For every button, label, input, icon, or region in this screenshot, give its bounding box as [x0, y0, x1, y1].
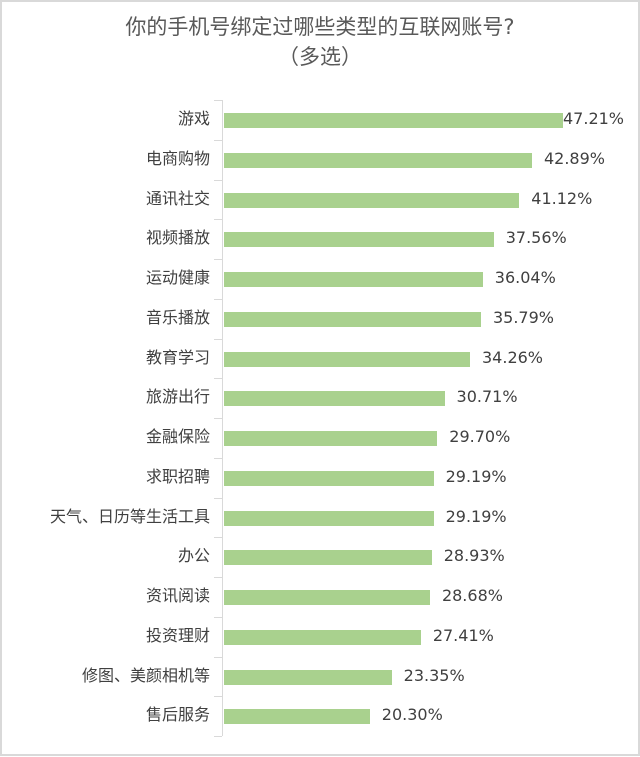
bar-row: 音乐播放 35.79% [0, 299, 640, 339]
category-label: 通讯社交 [145, 189, 210, 208]
value-label: 30.71% [456, 387, 518, 406]
value-label: 36.04% [494, 268, 556, 287]
bar [224, 709, 370, 724]
category-label: 求职招聘 [145, 467, 210, 486]
value-label: 41.12% [531, 189, 593, 208]
category-label: 音乐播放 [145, 308, 210, 327]
bar-row: 游戏 47.21% [0, 100, 640, 140]
category-label: 金融保险 [145, 427, 210, 446]
plot-area: 游戏 47.21% 电商购物 42.89% 通讯社交 41.12% 视频播放 37.56% 运动… [0, 100, 640, 737]
bar [224, 670, 392, 685]
bar-row: 金融保险 29.70% [0, 418, 640, 458]
axis-tick [214, 339, 222, 340]
category-axis [222, 100, 223, 736]
axis-tick [214, 657, 222, 658]
category-label: 天气、日历等生活工具 [49, 507, 210, 526]
bar [224, 630, 421, 645]
value-label: 42.89% [543, 149, 605, 168]
value-label: 29.70% [449, 427, 511, 446]
category-label: 视频播放 [145, 228, 210, 247]
axis-tick [214, 418, 222, 419]
bar-row: 电商购物 42.89% [0, 140, 640, 180]
axis-tick [214, 458, 222, 459]
category-label: 旅游出行 [145, 387, 210, 406]
axis-tick [214, 180, 222, 181]
category-label: 办公 [177, 546, 210, 565]
category-label: 电商购物 [145, 149, 210, 168]
axis-tick [214, 537, 222, 538]
bar-row: 资讯阅读 28.68% [0, 577, 640, 617]
value-label: 20.30% [381, 705, 443, 724]
chart-title: 你的手机号绑定过哪些类型的互联网账号? （多选） [0, 12, 640, 72]
chart-title-line2: （多选） [278, 45, 362, 69]
axis-tick [214, 577, 222, 578]
value-label: 28.68% [441, 586, 503, 605]
value-label: 23.35% [403, 666, 465, 685]
value-label: 29.19% [445, 467, 507, 486]
bar [224, 153, 532, 168]
axis-tick [214, 219, 222, 220]
chart-title-line1: 你的手机号绑定过哪些类型的互联网账号? [125, 15, 515, 39]
value-label: 28.93% [443, 546, 505, 565]
category-label: 售后服务 [145, 705, 210, 724]
value-label: 37.56% [505, 228, 567, 247]
bar-row: 修图、美颜相机等 23.35% [0, 657, 640, 697]
bar-row: 教育学习 34.26% [0, 339, 640, 379]
bar [224, 550, 432, 565]
axis-tick [214, 299, 222, 300]
category-label: 资讯阅读 [145, 586, 210, 605]
bar [224, 471, 434, 486]
value-label: 35.79% [492, 308, 554, 327]
axis-tick [214, 696, 222, 697]
value-label: 27.41% [432, 626, 494, 645]
bar [224, 272, 483, 287]
bar-row: 办公 28.93% [0, 537, 640, 577]
bar [224, 312, 481, 327]
bar [224, 193, 520, 208]
category-label: 运动健康 [145, 268, 210, 287]
bar-row: 运动健康 36.04% [0, 259, 640, 299]
bar-row: 天气、日历等生活工具 29.19% [0, 498, 640, 538]
bar [224, 113, 563, 128]
bar-row: 售后服务 20.30% [0, 696, 640, 736]
bar [224, 352, 470, 367]
category-label: 游戏 [177, 109, 210, 128]
axis-tick [214, 378, 222, 379]
value-label: 29.19% [445, 507, 507, 526]
axis-tick [214, 736, 222, 737]
axis-tick [214, 100, 222, 101]
category-label: 修图、美颜相机等 [81, 666, 210, 685]
axis-tick [214, 259, 222, 260]
category-label: 投资理财 [145, 626, 210, 645]
category-label: 教育学习 [145, 348, 210, 367]
value-label: 34.26% [482, 348, 544, 367]
value-label: 47.21% [563, 109, 625, 128]
bar [224, 590, 430, 605]
bar [224, 511, 434, 526]
bar-row: 旅游出行 30.71% [0, 378, 640, 418]
bar [224, 232, 494, 247]
bar-row: 视频播放 37.56% [0, 219, 640, 259]
bar-row: 通讯社交 41.12% [0, 180, 640, 220]
bar-row: 投资理财 27.41% [0, 617, 640, 657]
axis-tick [214, 140, 222, 141]
bar [224, 391, 445, 406]
bar [224, 431, 438, 446]
bar-row: 求职招聘 29.19% [0, 458, 640, 498]
axis-tick [214, 498, 222, 499]
axis-tick [214, 617, 222, 618]
